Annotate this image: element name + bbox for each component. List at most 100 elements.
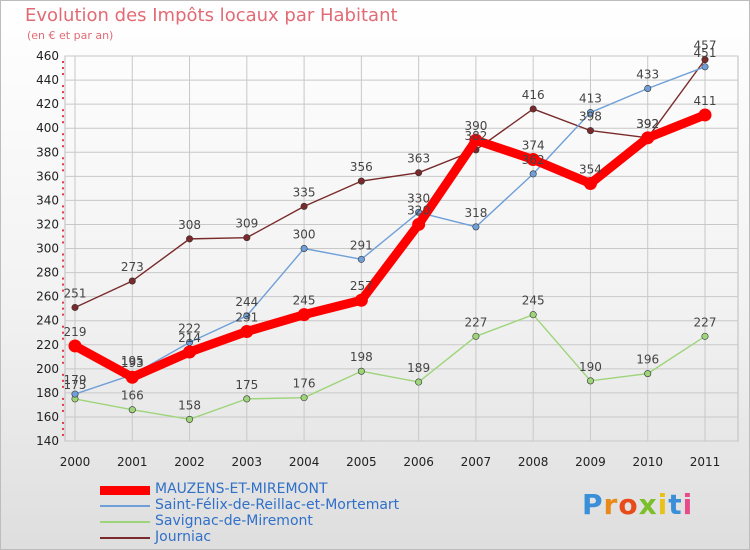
y-minor-tick	[62, 205, 64, 208]
y-minor-tick	[62, 253, 64, 256]
y-minor-tick	[62, 337, 64, 340]
data-label: 195	[121, 354, 144, 368]
series-point-0	[125, 370, 139, 384]
data-label: 291	[350, 238, 373, 252]
data-label: 390	[464, 119, 487, 133]
series-point-3	[243, 234, 251, 242]
data-label: 392	[636, 117, 659, 131]
data-label: 354	[579, 163, 602, 177]
data-label: 244	[235, 295, 258, 309]
y-minor-tick	[62, 235, 64, 238]
series-point-1	[472, 223, 480, 231]
y-minor-tick	[62, 193, 64, 196]
series-point-0	[698, 108, 712, 122]
series-point-1	[300, 245, 308, 253]
series-point-3	[529, 105, 537, 113]
y-minor-tick	[62, 145, 64, 148]
series-point-2	[243, 395, 251, 403]
data-label: 190	[579, 360, 602, 374]
data-label: 362	[522, 153, 545, 167]
y-minor-tick	[62, 301, 64, 304]
data-label: 457	[694, 39, 717, 53]
series-point-0	[526, 152, 540, 166]
series-point-3	[586, 127, 594, 135]
logo-letter: P	[582, 488, 604, 521]
y-minor-tick	[62, 433, 64, 436]
data-label: 158	[178, 398, 201, 412]
legend-label: MAUZENS-ET-MIREMONT	[155, 481, 328, 497]
y-tick-label: 460	[36, 49, 59, 63]
y-minor-tick	[62, 97, 64, 100]
series-point-0	[354, 293, 368, 307]
data-label: 382	[464, 129, 487, 143]
y-minor-tick	[62, 67, 64, 70]
series-point-1	[644, 84, 652, 92]
data-label: 251	[64, 286, 87, 300]
y-minor-tick	[62, 331, 64, 334]
data-label: 166	[121, 389, 144, 403]
data-label: 273	[121, 260, 144, 274]
series-point-3	[128, 277, 136, 285]
data-label: 257	[350, 279, 373, 293]
series-point-0	[297, 308, 311, 322]
data-label: 356	[350, 160, 373, 174]
series-point-2	[529, 311, 537, 319]
legend-swatch	[100, 521, 150, 523]
y-minor-tick	[62, 187, 64, 190]
data-label: 245	[522, 294, 545, 308]
y-minor-tick	[62, 217, 64, 220]
series-point-2	[300, 394, 308, 402]
series-point-0	[240, 325, 254, 339]
data-label: 193	[121, 356, 144, 370]
x-tick-label: 2006	[403, 455, 434, 469]
legend-swatch	[100, 537, 150, 539]
data-label: 196	[636, 353, 659, 367]
y-tick-label: 340	[36, 193, 59, 207]
series-line-0	[70, 110, 710, 382]
logo-letter: i	[682, 488, 694, 521]
y-minor-tick	[62, 91, 64, 94]
data-label: 363	[407, 152, 430, 166]
y-minor-tick	[62, 85, 64, 88]
series-line-3	[74, 58, 706, 309]
data-label: 309	[235, 217, 258, 231]
series-point-2	[415, 378, 423, 386]
y-minor-tick	[62, 409, 64, 412]
y-minor-tick	[62, 259, 64, 262]
data-label: 222	[178, 321, 201, 335]
y-tick-label: 240	[36, 314, 59, 328]
y-minor-tick	[62, 139, 64, 142]
legend-swatch	[100, 505, 150, 507]
legend-label: Journiac	[155, 529, 212, 545]
legend-swatch	[100, 485, 150, 495]
y-tick-label: 380	[36, 145, 59, 159]
y-minor-tick	[62, 289, 64, 292]
x-tick-label: 2003	[232, 455, 263, 469]
y-minor-tick	[62, 325, 64, 328]
series-point-0	[583, 177, 597, 191]
chart-subtitle: (en € et par an)	[27, 29, 114, 42]
y-tick-label: 140	[36, 434, 59, 448]
logo-letter: x	[638, 488, 658, 521]
y-tick-label: 420	[36, 97, 59, 111]
logo-letter: r	[603, 488, 619, 521]
y-tick-label: 320	[36, 217, 59, 231]
data-label: 179	[64, 373, 87, 387]
x-tick-label: 2011	[690, 455, 721, 469]
legend-label: Saint-Félix-de-Reillac-et-Mortemart	[155, 497, 400, 513]
legend-label: Savignac-de-Miremont	[155, 513, 313, 529]
y-tick-label: 260	[36, 290, 59, 304]
x-tick-label: 2002	[174, 455, 205, 469]
y-tick-label: 220	[36, 338, 59, 352]
y-minor-tick	[62, 61, 64, 64]
data-label: 411	[694, 94, 717, 108]
data-label: 335	[293, 185, 316, 199]
data-label: 175	[64, 378, 87, 392]
y-tick-label: 200	[36, 362, 59, 376]
logo-letter: o	[618, 488, 639, 521]
x-tick-label: 2009	[575, 455, 606, 469]
series-point-1	[71, 390, 79, 398]
data-label: 231	[235, 311, 258, 325]
x-tick-label: 2005	[346, 455, 377, 469]
